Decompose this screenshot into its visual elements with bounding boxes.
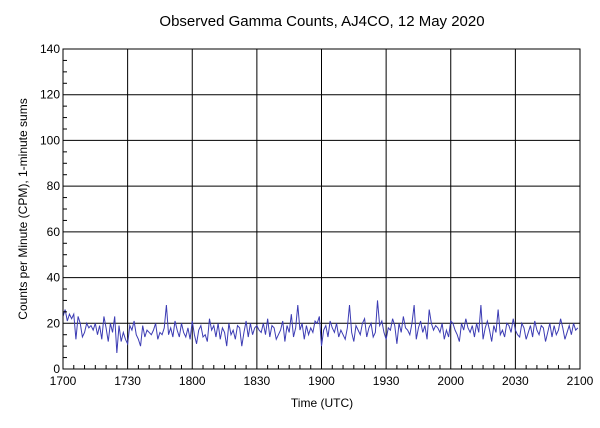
y-tick-label: 0 bbox=[53, 362, 60, 376]
y-tick-label: 60 bbox=[47, 225, 61, 239]
y-tick-label: 20 bbox=[47, 316, 61, 330]
y-tick-labels: 0 20 40 60 80 100 120 140 bbox=[40, 42, 60, 376]
x-tick-label: 2030 bbox=[502, 374, 529, 388]
x-tick-label: 2000 bbox=[437, 374, 464, 388]
chart-title: Observed Gamma Counts, AJ4CO, 12 May 202… bbox=[159, 13, 484, 30]
minor-ticks bbox=[63, 59, 570, 369]
y-tick-label: 100 bbox=[40, 133, 60, 147]
y-tick-label: 120 bbox=[40, 88, 60, 102]
x-tick-label: 1800 bbox=[179, 374, 206, 388]
x-tick-label: 1830 bbox=[244, 374, 271, 388]
x-tick-label: 1930 bbox=[373, 374, 400, 388]
y-tick-label: 80 bbox=[47, 179, 61, 193]
y-axis-label: Counts per Minute (CPM), 1-minute sums bbox=[16, 98, 30, 319]
x-axis-label: Time (UTC) bbox=[291, 396, 353, 410]
x-tick-labels: 1700 1730 1800 1830 1900 1930 2000 2030 2100 bbox=[50, 374, 594, 388]
series-line bbox=[62, 300, 579, 354]
x-tick-label: 1700 bbox=[50, 374, 77, 388]
y-tick-label: 140 bbox=[40, 42, 60, 56]
x-tick-label: 1900 bbox=[308, 374, 335, 388]
x-tick-label: 1730 bbox=[114, 374, 141, 388]
x-tick-label: 2100 bbox=[567, 374, 594, 388]
y-tick-label: 40 bbox=[47, 271, 61, 285]
